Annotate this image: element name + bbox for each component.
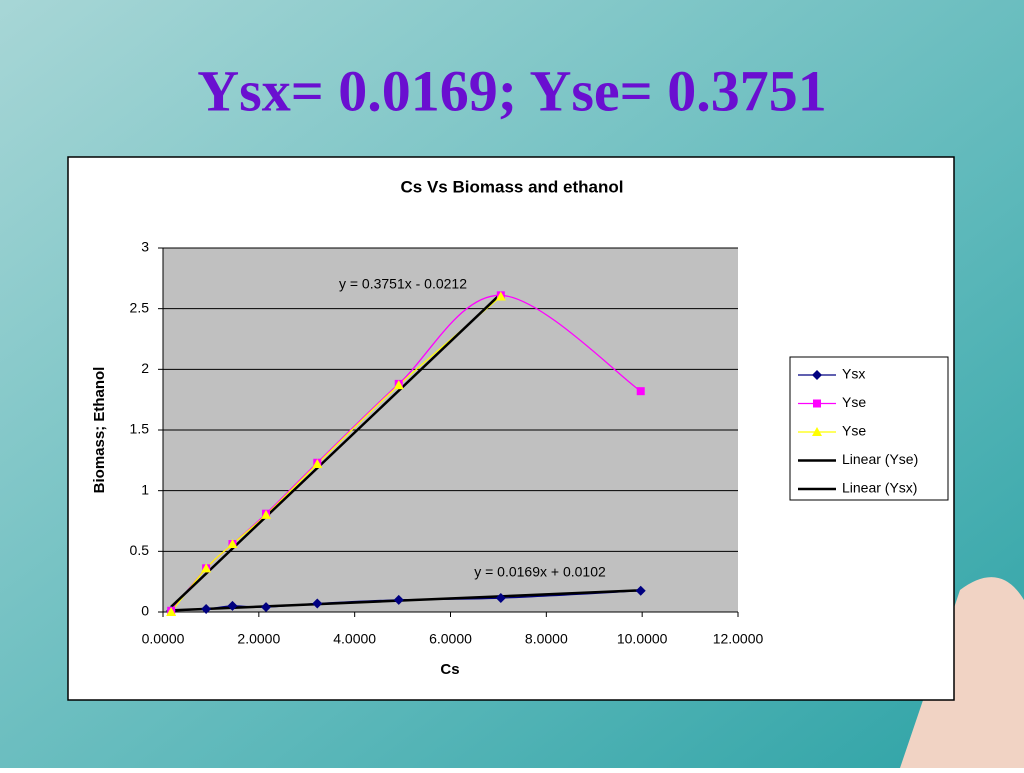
trendline xyxy=(171,589,641,612)
legend-label: Yse xyxy=(842,394,866,410)
y-tick-label: 1 xyxy=(141,481,149,497)
x-tick-label: 6.0000 xyxy=(429,631,472,647)
data-point xyxy=(166,607,177,616)
legend-marker xyxy=(812,370,822,380)
hand-decoration xyxy=(900,577,1024,768)
data-point xyxy=(312,458,323,468)
x-tick-label: 8.0000 xyxy=(525,631,568,647)
legend-marker xyxy=(813,399,821,408)
data-point xyxy=(261,602,272,613)
data-point xyxy=(261,509,272,519)
legend-marker xyxy=(812,427,822,436)
data-point xyxy=(312,598,323,609)
data-point xyxy=(495,593,506,604)
data-point xyxy=(393,594,404,605)
x-tick-label: 4.0000 xyxy=(333,631,376,647)
x-tick-label: 2.0000 xyxy=(237,631,280,647)
y-tick-label: 3 xyxy=(141,239,149,255)
data-point xyxy=(201,603,212,614)
legend-label: Linear (Ysx) xyxy=(842,480,917,496)
legend-label: Yse xyxy=(842,423,866,439)
data-point xyxy=(495,291,506,301)
x-tick-label: 12.0000 xyxy=(713,631,764,647)
y-axis-label: Biomass; Ethanol xyxy=(91,367,108,494)
y-tick-label: 2 xyxy=(141,360,149,376)
x-axis-label: Cs xyxy=(440,661,459,678)
y-tick-label: 0 xyxy=(141,603,149,619)
chart-title: Cs Vs Biomass and ethanol xyxy=(401,177,624,196)
legend-label: Linear (Yse) xyxy=(842,451,918,467)
data-point xyxy=(227,539,238,549)
slide-title: Ysx= 0.0169; Yse= 0.3751 xyxy=(197,58,826,123)
data-point xyxy=(635,585,646,596)
data-point xyxy=(201,563,212,573)
data-point xyxy=(393,380,404,390)
data-point xyxy=(227,600,238,611)
y-tick-label: 0.5 xyxy=(130,542,150,558)
data-point xyxy=(636,387,645,396)
x-tick-label: 10.0000 xyxy=(617,631,668,647)
y-tick-label: 2.5 xyxy=(130,299,150,315)
trendline-equation: y = 0.0169x + 0.0102 xyxy=(474,564,606,580)
legend-label: Ysx xyxy=(842,366,865,382)
x-tick-label: 0.0000 xyxy=(142,631,185,647)
trendline xyxy=(170,292,502,608)
legend-box xyxy=(789,356,949,501)
trendline-equation: y = 0.3751x - 0.0212 xyxy=(339,276,467,292)
y-tick-label: 1.5 xyxy=(130,421,150,437)
